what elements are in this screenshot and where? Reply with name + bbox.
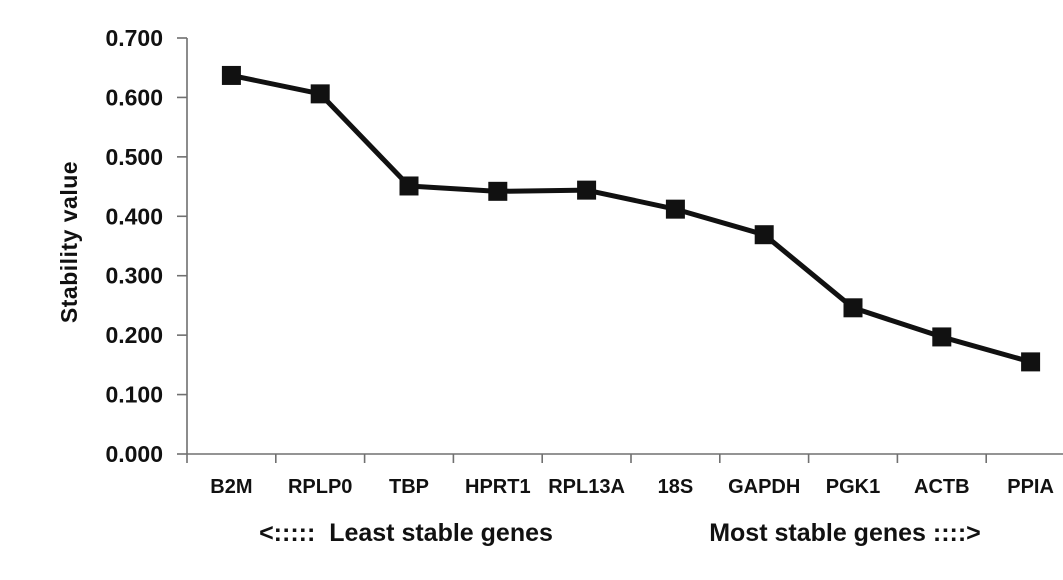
annotation-least-stable-genes: <::::: Least stable genes xyxy=(259,519,553,547)
series-line xyxy=(230,72,1032,365)
data-point-marker-tbp xyxy=(399,176,419,196)
data-point-marker-hprt1 xyxy=(488,181,508,201)
data-point-marker-actb xyxy=(932,327,952,347)
x-category-label: 18S xyxy=(658,476,694,498)
y-tick-label: 0.200 xyxy=(105,322,163,348)
gene-stability-chart: Stability value 0.000 0.100 0.200 0.300 0.40… xyxy=(40,16,1063,564)
x-category-label: HPRT1 xyxy=(465,476,531,498)
data-point-marker-b2m xyxy=(221,65,241,85)
y-tick-label: 0.100 xyxy=(105,382,163,408)
x-category-label: GAPDH xyxy=(728,476,800,498)
data-point-marker-18s xyxy=(665,199,685,219)
data-point-marker-gapdh xyxy=(754,225,774,245)
y-tick-label: 0.500 xyxy=(105,144,163,170)
y-tick-label: 0.600 xyxy=(105,84,163,110)
y-tick-label: 0.300 xyxy=(105,263,163,289)
data-point-marker-rplp0 xyxy=(310,84,330,104)
data-point-marker-ppia xyxy=(1021,352,1041,372)
x-category-label: RPL13A xyxy=(548,476,625,498)
y-tick-label: 0.400 xyxy=(105,203,163,229)
data-point-marker-pgk1 xyxy=(843,298,863,318)
annotation-most-stable-genes: Most stable genes ::::> xyxy=(709,519,981,547)
y-tick-label: 0.000 xyxy=(105,441,163,467)
x-category-label: PPIA xyxy=(1007,476,1054,498)
x-category-label: TBP xyxy=(389,476,429,498)
plot-area: 0.000 0.100 0.200 0.300 0.400 0.500 0.600 0.700… xyxy=(105,25,1063,498)
y-tick-label: 0.700 xyxy=(105,25,163,51)
x-category-label: RPLP0 xyxy=(288,476,352,498)
x-category-label: PGK1 xyxy=(826,476,880,498)
x-category-label: ACTB xyxy=(914,476,970,498)
data-point-marker-rpl13a xyxy=(577,180,597,200)
x-category-label: B2M xyxy=(210,476,252,498)
